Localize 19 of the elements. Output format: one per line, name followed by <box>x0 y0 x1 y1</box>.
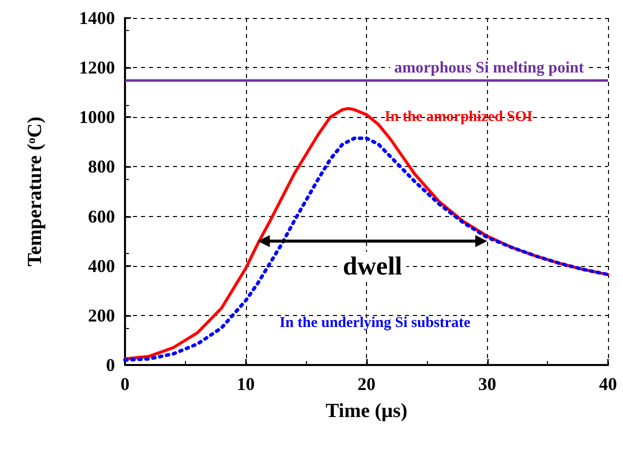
y-tick-label: 400 <box>88 256 115 276</box>
x-tick-label: 20 <box>358 374 376 394</box>
y-tick-label: 1000 <box>79 107 115 128</box>
annotation: dwell <box>342 251 402 280</box>
y-tick-label: 200 <box>88 305 115 326</box>
y-tick-label: 800 <box>88 156 115 177</box>
y-tick-label: 600 <box>88 206 115 226</box>
x-tick-label: 30 <box>478 374 496 394</box>
x-tick-label: 0 <box>120 374 130 394</box>
x-axis-title: Time (µs) <box>326 400 408 422</box>
y-tick-label: 0 <box>106 355 115 375</box>
ref-line-label: amorphous Si melting point <box>394 59 585 76</box>
y-tick-label: 1200 <box>79 58 115 78</box>
x-tick-label: 40 <box>599 374 617 394</box>
y-tick-label: 1400 <box>79 8 115 28</box>
series-label: In the amorphized SOI <box>384 109 533 126</box>
text: In the underlying Si substrate <box>280 314 471 331</box>
y-axis-title: Temperature (oC) <box>24 116 46 266</box>
x-tick-label: 10 <box>236 374 255 394</box>
